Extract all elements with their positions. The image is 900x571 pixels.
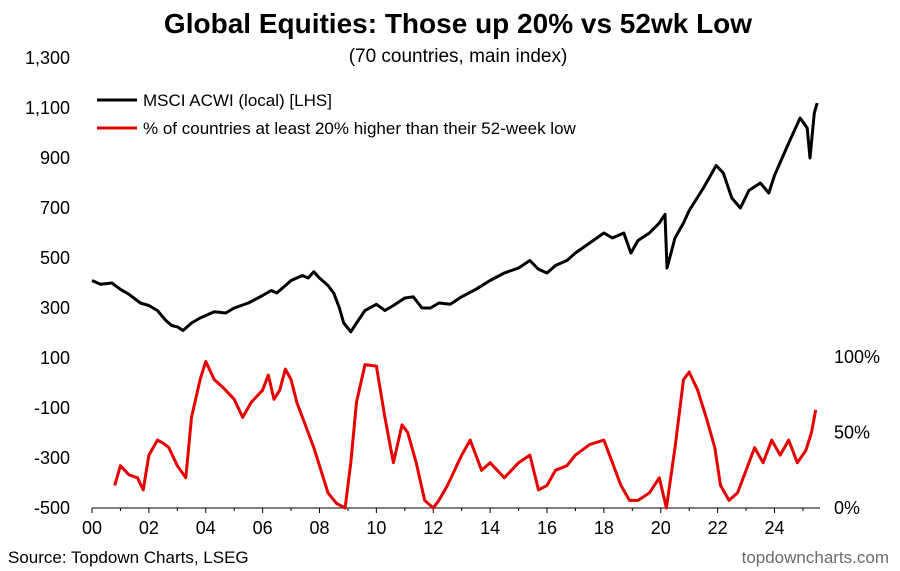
right-tick-label: 0% — [834, 498, 860, 518]
x-tick-label: 24 — [764, 518, 784, 538]
x-tick-label: 10 — [366, 518, 386, 538]
left-tick-label: 700 — [40, 198, 70, 218]
legend-label-pct: % of countries at least 20% higher than … — [143, 119, 577, 138]
legend-label-msci: MSCI ACWI (local) [LHS] — [143, 91, 332, 110]
series-pct-countries-line — [113, 360, 818, 510]
x-tick-label: 02 — [139, 518, 159, 538]
right-tick-label: 100% — [834, 347, 880, 367]
x-tick-label: 00 — [82, 518, 102, 538]
x-tick-label: 14 — [480, 518, 500, 538]
x-tick-label: 22 — [708, 518, 728, 538]
chart-title: Global Equities: Those up 20% vs 52wk Lo… — [164, 8, 752, 39]
left-tick-label: -500 — [34, 498, 70, 518]
left-axis-ticks: 1,300 1,100 900 700 500 300 100 -100 -300 -500 — [25, 48, 70, 518]
series-msci-acwi-line — [91, 102, 819, 334]
left-tick-label: 1,100 — [25, 98, 70, 118]
brand-watermark: topdowncharts.com — [742, 548, 889, 567]
x-tick-label: 12 — [423, 518, 443, 538]
source-note: Source: Topdown Charts, LSEG — [8, 548, 249, 567]
left-tick-label: -300 — [34, 448, 70, 468]
right-axis-ticks: 100% 50% 0% — [834, 347, 880, 518]
x-tick-label: 06 — [253, 518, 273, 538]
series-layer — [91, 102, 819, 510]
left-tick-label: 900 — [40, 148, 70, 168]
left-tick-label: 500 — [40, 248, 70, 268]
x-tick-label: 08 — [309, 518, 329, 538]
right-tick-label: 50% — [834, 423, 870, 443]
left-tick-label: 100 — [40, 348, 70, 368]
left-tick-label: 1,300 — [25, 48, 70, 68]
left-tick-label: -100 — [34, 398, 70, 418]
x-tick-label: 16 — [537, 518, 557, 538]
x-axis-ticks: 00 02 04 06 08 10 12 14 16 18 20 22 24 — [82, 508, 804, 538]
left-tick-label: 300 — [40, 298, 70, 318]
chart-subtitle: (70 countries, main index) — [349, 46, 568, 67]
legend: MSCI ACWI (local) [LHS] % of countries a… — [97, 91, 577, 138]
x-tick-label: 20 — [651, 518, 671, 538]
x-tick-label: 18 — [594, 518, 614, 538]
x-tick-label: 04 — [196, 518, 216, 538]
